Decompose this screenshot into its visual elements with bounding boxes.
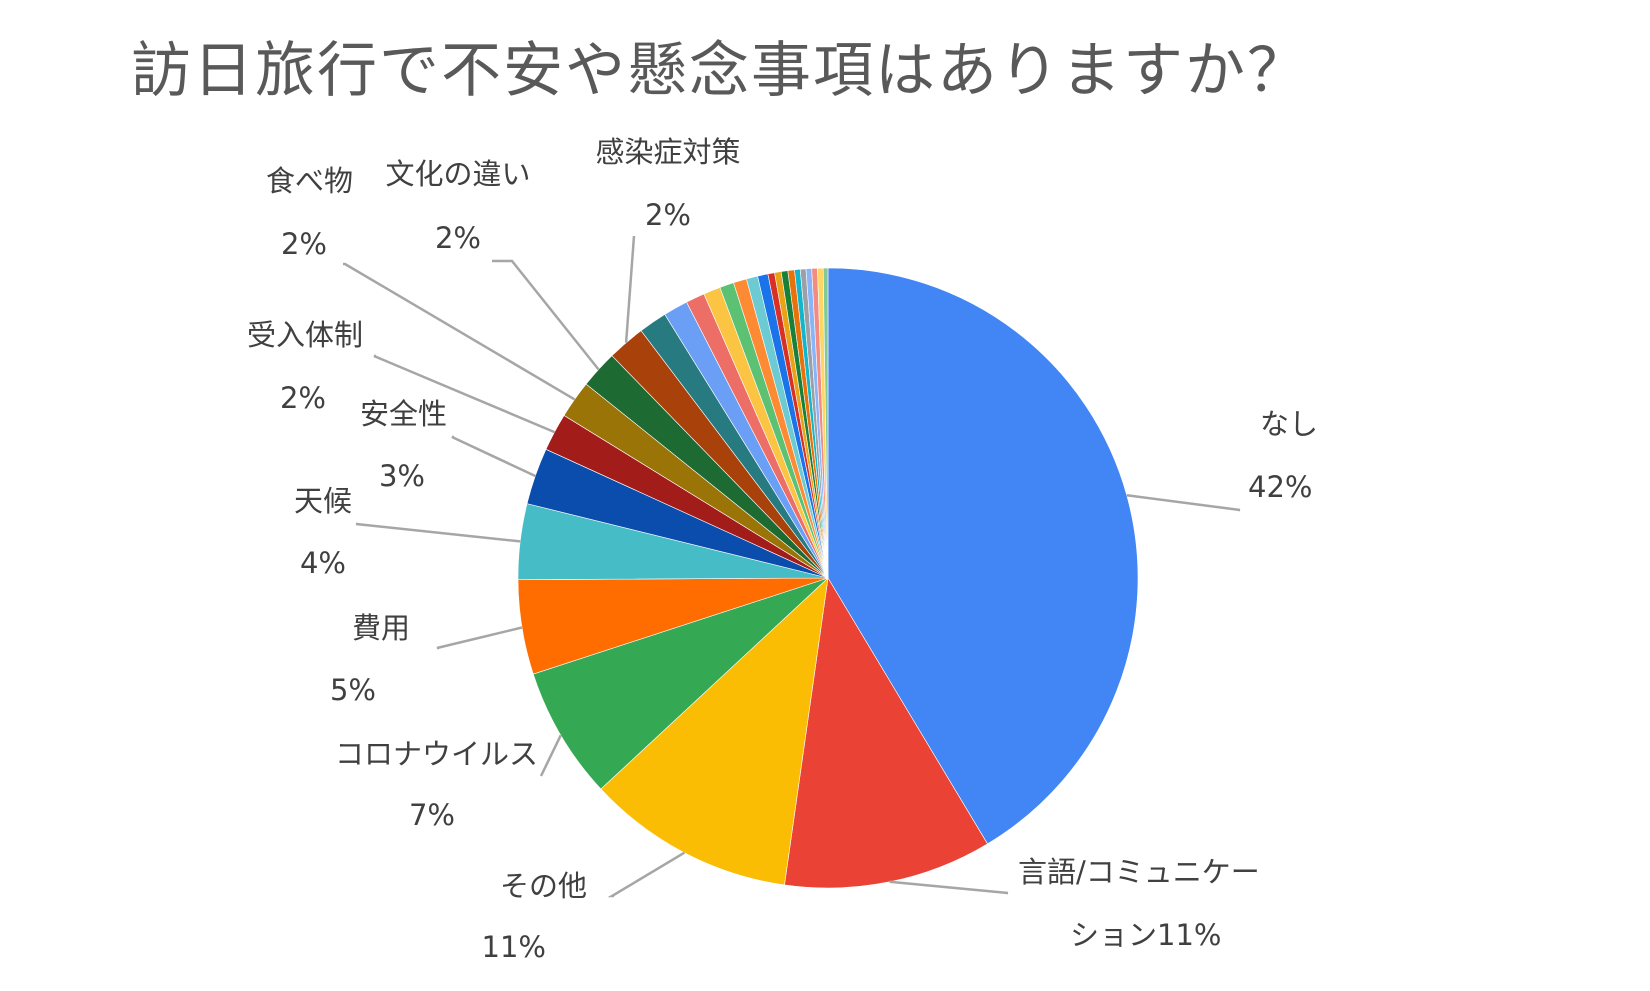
chart-title: 訪日旅行で不安や懸念事項はありますか？ <box>131 36 1309 106</box>
slice-label-percent: ション11% <box>1070 918 1221 952</box>
slice-label-name: その他 <box>500 869 587 903</box>
slice-label-percent: 4% <box>300 546 346 580</box>
leader-line-天候 <box>355 522 521 543</box>
leader-line-感染症対策 <box>624 235 636 343</box>
slice-label-percent: 7% <box>409 798 455 832</box>
slice-label-name: 受入体制 <box>247 318 363 352</box>
slice-label-name: 言語/コミュニケー <box>1018 855 1260 889</box>
slice-label-name: 文化の違い <box>385 157 530 191</box>
pie-slice-言語/コミュニケーション <box>784 577 988 889</box>
slice-label-name: 天候 <box>294 484 352 518</box>
leader-line-安全性 <box>451 435 536 478</box>
pie-slice-その他 <box>600 577 829 886</box>
slice-label-name: 費用 <box>352 611 410 645</box>
slice-label-percent: 5% <box>330 673 376 707</box>
slice-label-name: なし <box>1260 407 1318 441</box>
pie-slices <box>517 267 1139 889</box>
leader-line-文化の違い <box>492 259 600 371</box>
slice-label-percent: 11% <box>482 930 546 964</box>
slice-label-name: 感染症対策 <box>595 135 740 169</box>
slice-label-percent: 2% <box>280 381 326 415</box>
slice-label-name: 食べ物 <box>266 164 353 198</box>
leader-lines <box>343 235 1241 898</box>
pie-slice-なし <box>827 267 1139 845</box>
slice-label-percent: 2% <box>281 227 327 261</box>
leader-line-コロナウイルス <box>539 734 562 777</box>
leader-line-受入体制 <box>373 354 555 434</box>
slice-label-percent: 2% <box>435 221 481 255</box>
leader-line-なし <box>1126 494 1241 512</box>
slice-label-percent: 2% <box>645 198 691 232</box>
slice-label-name: コロナウイルス <box>335 737 538 771</box>
slice-label-percent: 3% <box>379 459 425 493</box>
leader-line-言語/コミュニケーション <box>889 880 1009 895</box>
slice-label-name: 安全性 <box>360 397 447 431</box>
leader-line-食べ物 <box>343 262 576 401</box>
leader-line-費用 <box>436 626 523 650</box>
pie-slice-28 <box>822 267 829 579</box>
slice-label-percent: 42% <box>1248 470 1312 504</box>
leader-line-その他 <box>607 851 686 898</box>
